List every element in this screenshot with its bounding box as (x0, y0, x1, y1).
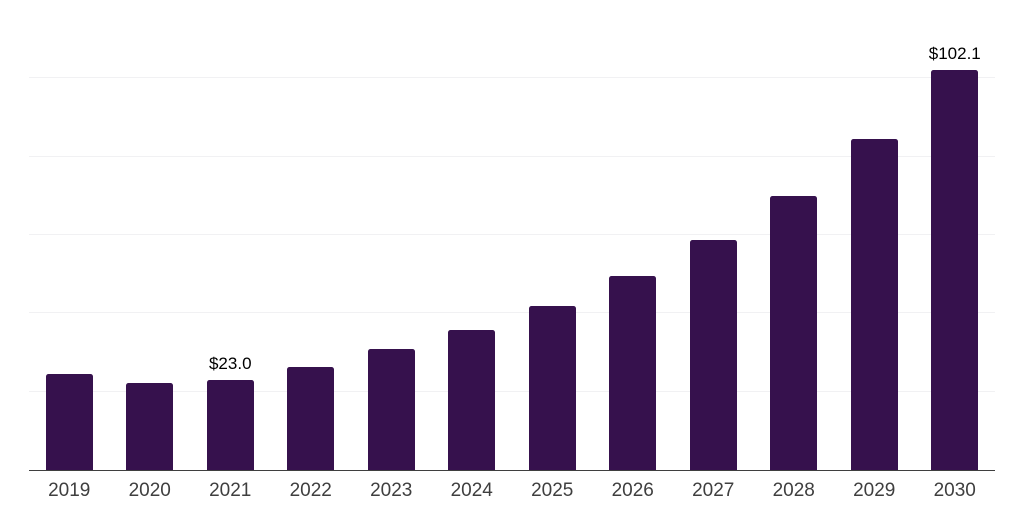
x-axis-line (29, 469, 995, 471)
bar-2020 (126, 383, 174, 470)
bar-2030 (931, 70, 979, 470)
bar-slot-2022 (271, 0, 352, 470)
bar-slots: $23.0 $102.1 (29, 0, 995, 470)
value-label-2030: $102.1 (928, 44, 981, 64)
bar-2019 (45, 374, 93, 470)
bar-slot-2027 (673, 0, 754, 470)
bar-2029 (850, 139, 898, 470)
gridline-80 (29, 155, 995, 157)
bar-slot-2026 (593, 0, 674, 470)
x-tick-2026: 2026 (611, 480, 654, 501)
bar-slot-2025 (512, 0, 593, 470)
x-tick-2028: 2028 (772, 480, 815, 501)
x-tick-2021: 2021 (209, 480, 252, 501)
x-tick-2024: 2024 (450, 480, 493, 501)
gridline-20 (29, 390, 995, 392)
bar-2026 (609, 276, 657, 470)
bar-slot-2030: $102.1 (915, 0, 996, 470)
bar-slot-2021: $23.0 (190, 0, 271, 470)
bar-slot-2024 (432, 0, 513, 470)
x-tick-2019: 2019 (48, 480, 91, 501)
x-tick-2027: 2027 (692, 480, 735, 501)
bar-slot-2019 (29, 0, 110, 470)
x-tick-2022: 2022 (289, 480, 332, 501)
x-tick-2020: 2020 (128, 480, 171, 501)
x-tick-2025: 2025 (531, 480, 574, 501)
gridline-60 (29, 234, 995, 235)
bar-2025 (528, 306, 576, 470)
x-tick-2029: 2029 (853, 480, 896, 501)
bar-2021 (206, 379, 254, 470)
plot-area: $23.0 $102.1 (29, 0, 995, 471)
bar-slot-2020 (110, 0, 191, 470)
bar-slot-2028 (754, 0, 835, 470)
bar-2022 (287, 367, 335, 470)
x-axis-labels: 2019 2020 2021 2022 2023 2024 2025 2026 2027 2028… (29, 480, 995, 502)
bar-2028 (770, 195, 818, 470)
bar-2027 (689, 240, 737, 470)
bar-2023 (367, 349, 415, 470)
x-tick-2023: 2023 (370, 480, 413, 501)
x-tick-2030: 2030 (933, 480, 976, 501)
bar-slot-2029 (834, 0, 915, 470)
gridline-100 (29, 77, 995, 79)
bar-slot-2023 (351, 0, 432, 470)
bar-2024 (448, 330, 496, 470)
gridline-40 (29, 312, 995, 314)
value-label-2021: $23.0 (208, 353, 252, 373)
